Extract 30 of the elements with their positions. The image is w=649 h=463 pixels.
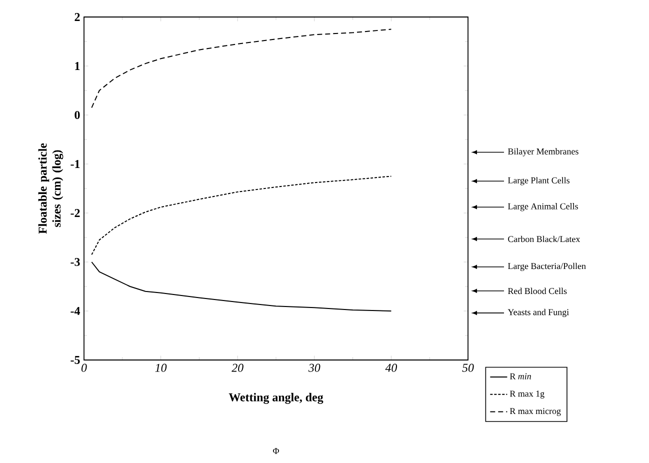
ref-line-label: Large Bacteria/Pollen <box>508 262 586 271</box>
x-tick-label: 0 <box>81 364 87 372</box>
x-tick-label: 30 <box>308 364 320 372</box>
y-tick-label: -4 <box>70 307 80 315</box>
x-tick-label: 20 <box>232 364 244 372</box>
y-tick-label: 1 <box>75 62 80 70</box>
x-axis-title: Wetting angle, deg <box>228 392 324 404</box>
x-tick-label: 50 <box>462 364 474 372</box>
y-tick-label: 0 <box>74 110 80 120</box>
ref-line-label: Red Blood Cells <box>508 288 567 294</box>
ref-line-label: Bilayer Membranes <box>508 148 578 156</box>
ref-line-label: Large Plant Cells <box>508 177 570 186</box>
x-tick-label: 40 <box>385 364 398 372</box>
legend-label: R min <box>510 373 531 380</box>
text: Φ <box>272 448 280 454</box>
y-tick-label: -3 <box>70 258 80 266</box>
ref-line-label: Carbon Black/Latex <box>508 236 580 242</box>
y-tick-label: -1 <box>70 160 80 168</box>
line-series <box>91 262 392 312</box>
ref-line-label: Large Animal Cells <box>508 203 578 212</box>
legend-label: R max 1g <box>510 390 544 399</box>
y-tick-label: -2 <box>70 209 80 217</box>
line-series <box>91 176 392 256</box>
x-tick-label: 10 <box>155 364 167 372</box>
line-series <box>91 28 392 108</box>
y-tick-label: -5 <box>70 356 80 364</box>
ref-line-label: Yeasts and Fungi <box>508 308 569 318</box>
y-axis-title: Floatable particle sizes (cm) (log) <box>38 143 64 234</box>
y-tick-label: 2 <box>74 13 80 21</box>
legend-label: R max microg <box>510 408 561 416</box>
